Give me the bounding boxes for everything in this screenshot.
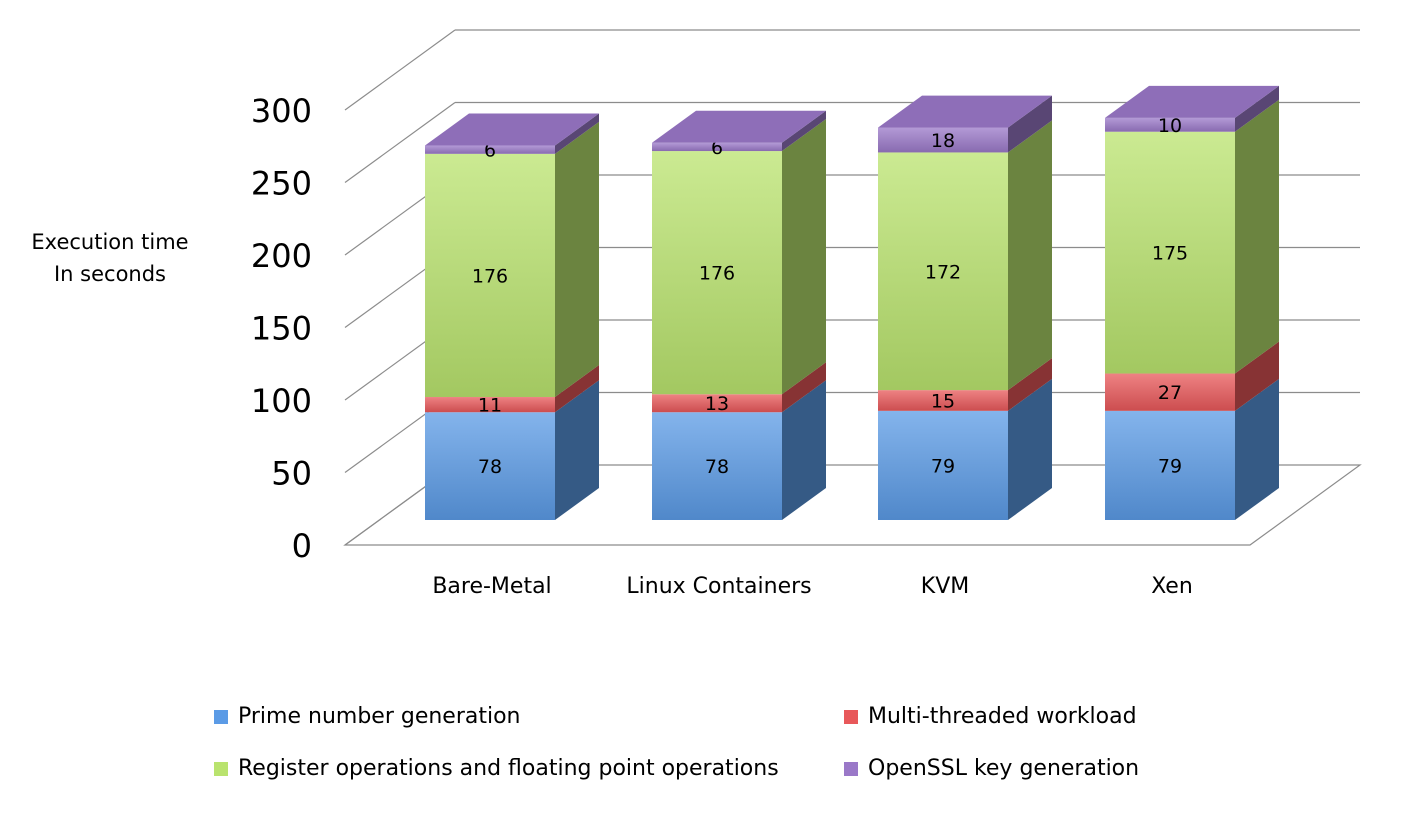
- bar-segment: [1105, 410, 1235, 520]
- bar-segment-side: [1235, 378, 1279, 520]
- bar-value-label: 15: [931, 390, 955, 412]
- bar-top-face: [652, 110, 826, 143]
- bar-value-label: 18: [931, 130, 955, 152]
- x-category-label: Bare-Metal: [432, 574, 551, 599]
- bar-value-label: 78: [705, 456, 729, 478]
- bar-segment-side: [1235, 85, 1279, 132]
- gridline-diagonal: [344, 102, 456, 183]
- bar-value-label: 176: [699, 263, 735, 285]
- bar-value-label: 10: [1158, 115, 1182, 137]
- bar-segment: [1105, 117, 1235, 132]
- bar-segment: [878, 390, 1008, 411]
- bar-segment: [425, 145, 555, 154]
- bar-segment-side: [1235, 99, 1279, 374]
- bar-value-label: 176: [472, 265, 508, 287]
- bar-segment-side: [1008, 378, 1052, 520]
- bar-segment-side: [1008, 120, 1052, 391]
- bar-segment: [1105, 131, 1235, 374]
- bar-segment: [652, 394, 782, 413]
- bar-segment: [878, 410, 1008, 520]
- bar-segment: [1105, 373, 1235, 411]
- y-tick-label: 100: [251, 382, 312, 420]
- bar-segment: [878, 152, 1008, 391]
- bar-segment: [425, 397, 555, 413]
- y-tick-label: 300: [251, 92, 312, 130]
- y-tick-label: 200: [251, 237, 312, 275]
- bar-segment: [652, 142, 782, 152]
- bar-value-label: 79: [931, 455, 955, 477]
- x-category-label: KVM: [921, 574, 969, 599]
- bar-value-label: 13: [705, 393, 729, 415]
- bar-segment-side: [782, 362, 826, 413]
- bar-segment: [652, 412, 782, 520]
- x-category-label: Linux Containers: [626, 574, 811, 599]
- bar-segment-side: [782, 110, 826, 152]
- bar-value-label: 11: [478, 395, 502, 417]
- y-tick-label: 50: [271, 455, 312, 493]
- bar-value-label: 27: [1158, 382, 1182, 404]
- bar-value-label: 172: [925, 261, 961, 283]
- y-axis-label-line-2: In seconds: [53, 262, 166, 286]
- bar-top-face: [425, 113, 599, 146]
- bar-segment-side: [555, 113, 599, 154]
- bar-value-label: 78: [478, 456, 502, 478]
- bar-segment-side: [782, 380, 826, 520]
- bar-segment-side: [555, 365, 599, 413]
- x-category-label: Xen: [1151, 574, 1193, 599]
- y-tick-label: 0: [292, 527, 312, 565]
- bar-segment-side: [1008, 95, 1052, 153]
- bar-value-label: 175: [1152, 243, 1188, 265]
- bar-segment: [878, 127, 1008, 153]
- bar-segment-side: [782, 119, 826, 395]
- bar-value-label: 79: [1158, 455, 1182, 477]
- bar-segment: [425, 412, 555, 520]
- bar-segment-side: [1235, 341, 1279, 411]
- y-axis-label: Execution time In seconds: [10, 226, 210, 290]
- gridline-diagonal: [344, 29, 456, 111]
- bar-segment-side: [1008, 358, 1052, 411]
- bar-segment-side: [555, 121, 599, 398]
- y-tick-label: 250: [251, 165, 312, 203]
- bar-top-face: [878, 95, 1052, 128]
- y-axis-label-line-1: Execution time: [31, 230, 189, 254]
- bar-segment: [425, 153, 555, 398]
- bar-top-face: [1105, 85, 1279, 118]
- bar-segment-side: [555, 380, 599, 520]
- y-tick-label: 150: [251, 310, 312, 348]
- bar-segment: [652, 151, 782, 395]
